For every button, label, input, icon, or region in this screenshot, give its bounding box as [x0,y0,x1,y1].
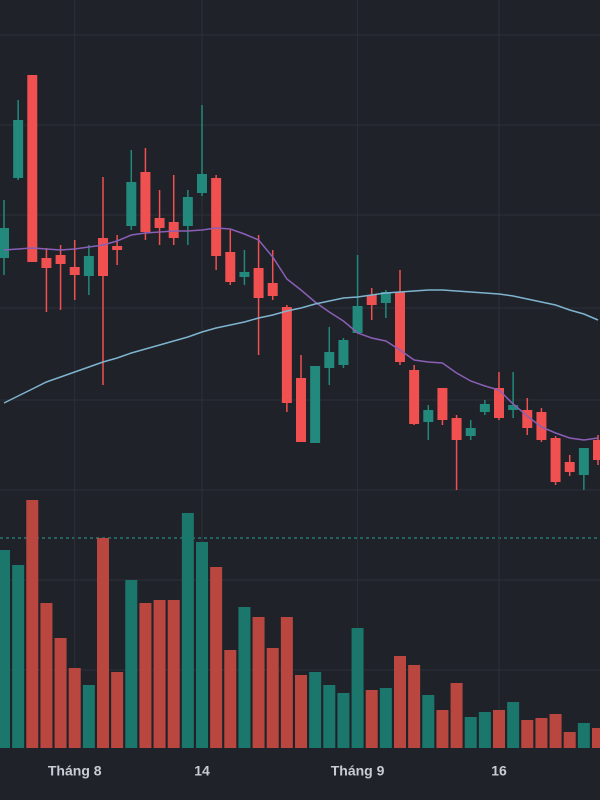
volume-bar [365,690,378,748]
volume-bar [408,665,421,748]
candle-body [479,404,490,412]
candle-body [494,388,504,418]
candle-body [126,182,137,226]
volume-bar [478,712,491,748]
candle-body [253,268,264,298]
volume-bar [97,538,109,748]
volume-bar [592,728,600,748]
candle-body [41,258,52,268]
volume-bar [68,668,81,748]
candle-body [366,295,377,305]
volume-bar [125,580,138,748]
candle-body [564,462,575,472]
volume-bar [139,603,152,748]
volume-bar [493,710,505,748]
x-tick-label: 14 [194,763,210,779]
volume-bar [12,565,25,748]
candle-body [380,292,391,303]
volume-bar [464,717,477,748]
x-tick-label: 16 [491,763,507,779]
candle-body [13,120,24,178]
volume-bar [224,650,237,748]
volume-pane [0,500,600,748]
candle-body [225,252,236,282]
volume-bar [577,723,590,748]
x-tick-label: Tháng 9 [331,763,385,779]
candle-body [281,307,292,403]
candle-body [593,440,600,460]
candle-body [69,267,80,275]
volume-bar [40,603,53,748]
volume-bar [521,720,534,748]
volume-bar [252,617,265,748]
volume-bar [337,693,350,748]
candle-body [83,256,94,276]
volume-bar [82,685,95,748]
volume-bar [196,542,208,748]
candle-body [395,292,405,362]
volume-bar [422,695,435,748]
volume-bar [111,672,124,748]
candle-body [578,448,589,475]
volume-bar [351,628,364,748]
volume-bar [280,617,293,748]
ma-line [3,227,599,441]
volume-bar [181,513,194,748]
candle-body [267,283,278,296]
volume-bar [323,685,336,748]
volume-bar [0,550,10,748]
candle-body [239,272,250,277]
candle-body [154,218,165,228]
candle-body [409,370,420,424]
candle-body [310,366,321,443]
candle-body [98,238,108,276]
volume-bar [167,600,180,748]
volume-bar [379,688,392,748]
volume-bar [563,732,576,748]
volume-bar [238,607,251,748]
volume-bar [153,600,166,748]
ma-line [3,289,599,404]
candle-body [550,438,561,482]
volume-bar [26,500,39,748]
candle-body [296,378,306,442]
candle-body [338,340,349,365]
candle-body [324,352,335,368]
volume-bar [535,718,548,748]
candle-body [168,222,179,238]
volume-bar [450,683,463,748]
volume-bar [436,710,449,748]
x-tick-label: Tháng 8 [48,763,102,779]
volume-bar [295,675,307,748]
candle-body [0,228,9,258]
candle-body [112,246,123,250]
volume-bar [266,648,279,748]
candle-body [27,75,38,262]
candle-body [465,428,476,436]
candle-body [140,172,151,232]
candle-body [55,255,66,264]
candle-body [197,174,207,193]
candle-body [451,418,462,440]
price-pane [0,75,600,490]
candle-body [423,410,434,422]
volume-bar [549,714,562,748]
candle-body [508,405,519,410]
volume-bar [210,567,223,748]
candle-body [536,412,547,440]
candle-body [522,410,533,428]
candle-body [437,388,448,420]
candle-body [211,178,222,256]
candle-body [182,197,193,226]
volume-bar [394,656,406,748]
volume-bar [507,702,520,748]
volume-bar [54,638,67,748]
candle-body [352,306,363,333]
volume-bar [309,672,322,748]
